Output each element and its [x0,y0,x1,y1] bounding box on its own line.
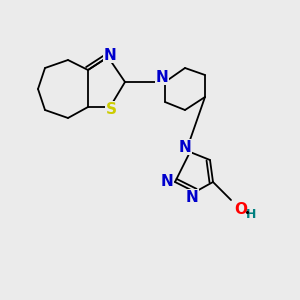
Text: H: H [246,208,256,220]
Text: N: N [186,190,198,205]
Text: N: N [156,70,168,85]
Text: N: N [103,47,116,62]
Text: N: N [160,175,173,190]
Text: O: O [235,202,248,217]
Text: S: S [106,101,116,116]
Text: N: N [178,140,191,154]
